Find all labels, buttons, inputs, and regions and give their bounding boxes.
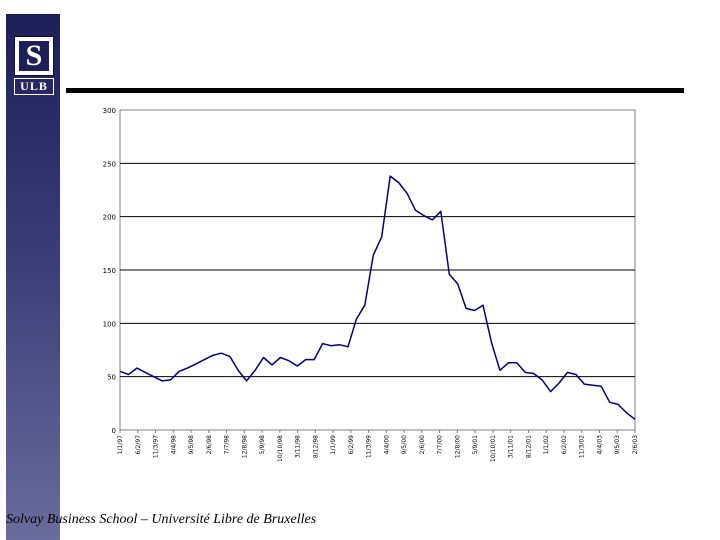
footer-text: Solvay Business School – Université Libr… [6, 512, 317, 527]
x-tick-label: 12/8/98 [241, 435, 248, 458]
x-tick-label: 10/10/01 [490, 435, 497, 462]
x-tick-label: 5/9/01 [472, 435, 479, 454]
x-tick-label: 9/5/98 [188, 435, 195, 454]
title-rule [66, 88, 684, 93]
logo-letter: S [19, 41, 49, 71]
x-tick-label: 11/3/99 [366, 435, 373, 458]
solvay-logo: S [14, 36, 54, 76]
x-tick-label: 5/9/98 [259, 435, 266, 454]
x-tick-label: 4/4/00 [383, 435, 390, 454]
ulb-logo-text: ULB [14, 78, 54, 95]
y-tick-label: 300 [103, 107, 116, 115]
x-tick-label: 12/8/00 [454, 435, 461, 458]
x-tick-label: 1/1/97 [117, 435, 124, 454]
x-tick-label: 7/7/00 [437, 435, 444, 454]
y-tick-label: 200 [103, 214, 116, 222]
x-tick-label: 8/12/98 [312, 435, 319, 458]
x-tick-label: 6/2/97 [135, 435, 142, 454]
x-tick-label: 2/6/98 [206, 435, 213, 454]
line-chart: 0 50 100 150 200 250 300 1/1/97 6/2/97 11/3/97 4/… [103, 107, 639, 462]
x-tick-label: 1/1/02 [543, 435, 550, 454]
x-tick-label: 11/3/02 [579, 435, 586, 458]
x-tick-label: 9/5/00 [401, 435, 408, 454]
y-tick-label: 50 [107, 374, 116, 382]
x-tick-label: 2/6/00 [419, 435, 426, 454]
x-tick-label: 7/7/98 [224, 435, 231, 454]
series-line [119, 175, 636, 420]
x-tick-label: 4/4/98 [170, 435, 177, 454]
x-tick-label: 11/3/97 [153, 435, 160, 458]
x-tick-label: 3/11/98 [295, 435, 302, 458]
x-tick-label: 10/10/98 [277, 435, 284, 462]
x-tick-label: 1/1/99 [330, 435, 337, 454]
x-tick-label: 3/11/01 [508, 435, 515, 458]
x-tick-label: 2/6/03 [632, 435, 639, 454]
y-tick-label: 250 [103, 160, 116, 168]
x-tick-label: 8/12/01 [525, 435, 532, 458]
x-tick-label: 9/5/03 [614, 435, 621, 454]
y-tick-label: 150 [103, 267, 116, 275]
y-tick-label: 100 [103, 320, 116, 328]
x-tick-label: 4/4/03 [596, 435, 603, 454]
x-tick-label: 6/2/02 [561, 435, 568, 454]
y-tick-label: 0 [112, 427, 116, 435]
x-tick-label: 6/2/99 [348, 435, 355, 454]
sidebar-band: S ULB [6, 14, 60, 540]
